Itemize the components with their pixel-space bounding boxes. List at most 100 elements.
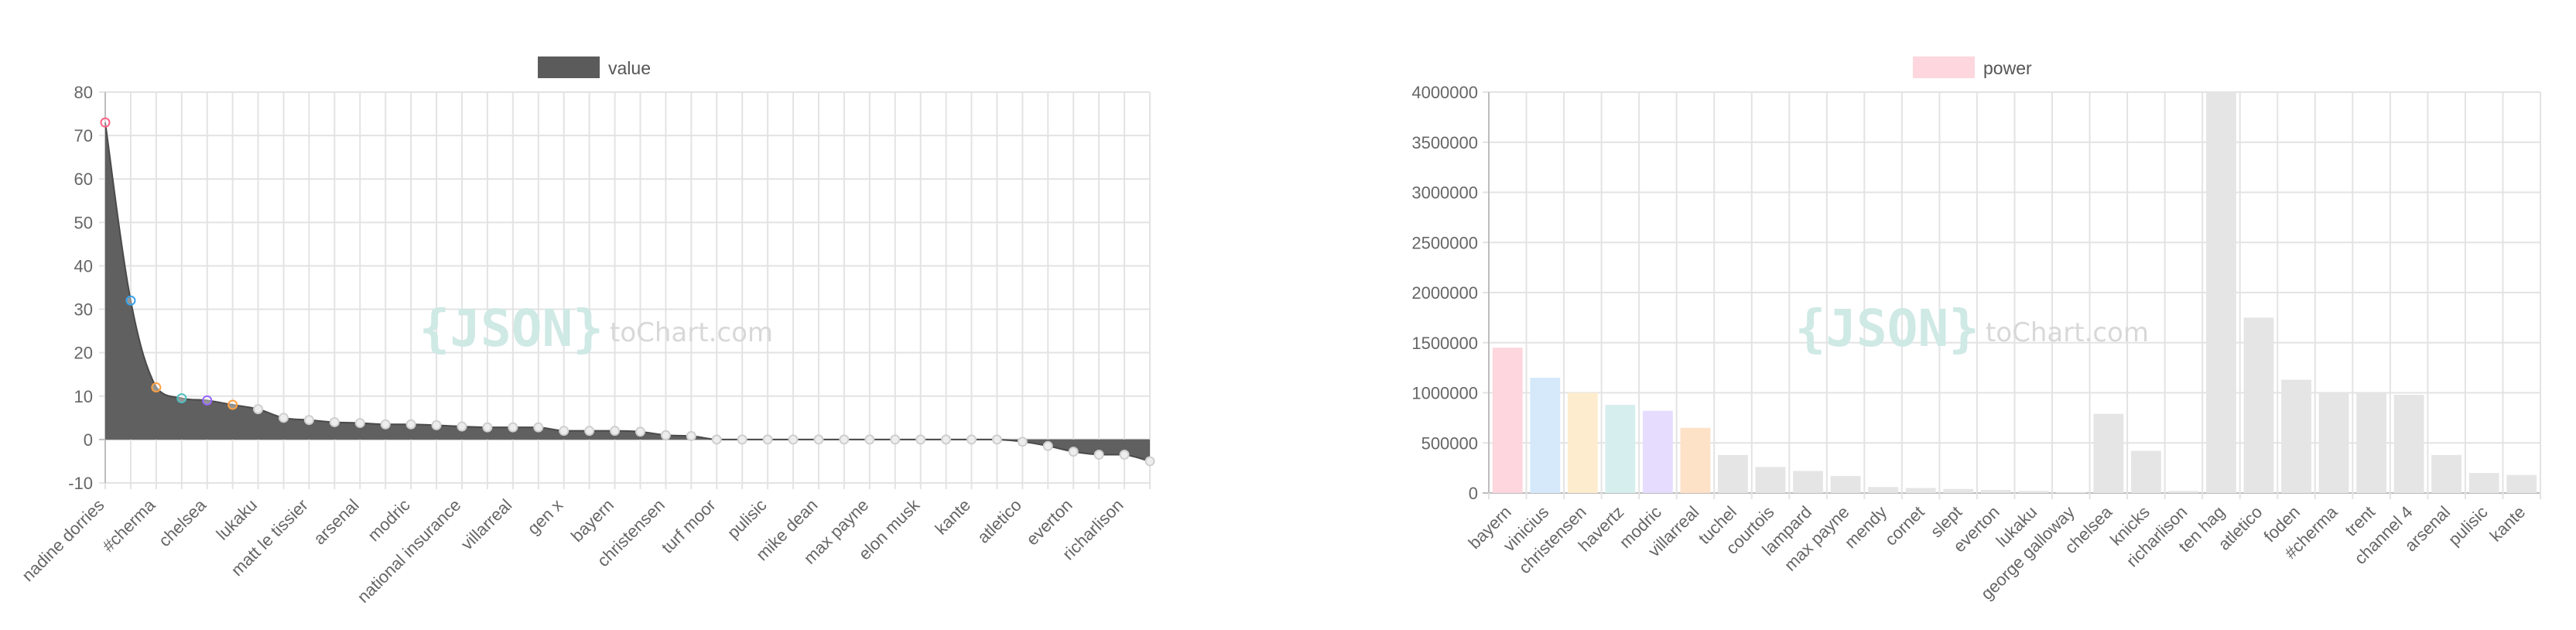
bar (2168, 491, 2199, 493)
x-tick-label: gen x (523, 495, 566, 539)
data-point (584, 426, 595, 437)
data-point (151, 382, 162, 393)
data-point (125, 295, 136, 306)
y-tick-label: 80 (74, 83, 93, 102)
y-tick-label: 30 (74, 300, 93, 320)
data-point (253, 404, 264, 415)
x-tick-label: pulisic (724, 495, 771, 543)
watermark-site: toChart.com (610, 317, 773, 348)
bar (1793, 471, 1823, 493)
data-point (890, 434, 901, 445)
data-point (1068, 447, 1079, 457)
watermark-json: {JSON} (419, 299, 604, 358)
data-point (508, 422, 518, 433)
bar (2506, 474, 2537, 493)
x-tick-label: bayern (567, 495, 617, 546)
x-tick-label: villarreal (457, 495, 516, 554)
legend-swatch (1913, 56, 1975, 78)
data-point (635, 426, 645, 437)
data-point (1093, 450, 1104, 461)
data-point (1119, 450, 1130, 461)
x-tick-label: turf moor (658, 495, 720, 557)
bar (2243, 317, 2274, 493)
data-point (100, 117, 111, 128)
legend-label: value (608, 58, 651, 78)
data-point (380, 419, 391, 430)
bar (2318, 392, 2349, 493)
x-tick-label: cornet (1881, 502, 1928, 550)
legend-label: power (1983, 58, 2032, 78)
x-tick-label: nadine dorries (18, 495, 108, 585)
legend-swatch (538, 56, 600, 78)
data-point (176, 393, 187, 404)
y-tick-label: 1500000 (1411, 334, 1478, 353)
data-point (915, 434, 926, 445)
line-chart: value -10 0 10 20 30 40 50 60 70 80 nadine dorries#… (18, 56, 1155, 607)
data-point (1017, 437, 1028, 447)
watermark-json: {JSON} (1795, 299, 1979, 358)
bar (1868, 487, 1899, 493)
y-tick-label: 20 (74, 344, 93, 363)
data-point (839, 434, 850, 445)
x-tick-label: arsenal (310, 495, 363, 549)
bar (1680, 427, 1711, 493)
y-tick-label: -10 (68, 474, 93, 493)
x-tick-label: atletico (973, 495, 1025, 547)
data-point (991, 434, 1002, 445)
y-tick-label: 1000000 (1411, 384, 1478, 403)
y-tick-label: 0 (84, 430, 93, 450)
bar (2130, 450, 2161, 493)
y-tick-label: 40 (74, 256, 93, 276)
x-tick-label: mendy (1841, 502, 1890, 552)
data-point (813, 434, 824, 445)
y-tick-label: 0 (1469, 484, 1478, 503)
data-point (762, 434, 773, 445)
data-point (559, 426, 570, 437)
bar (1718, 454, 1748, 493)
bar (2206, 92, 2236, 493)
data-point (278, 413, 289, 423)
y-tick-label: 50 (74, 213, 93, 232)
data-point (457, 421, 467, 432)
data-point (966, 434, 977, 445)
x-tick-label: lukaku (212, 495, 261, 544)
bar (2055, 491, 2086, 493)
y-tick-label: 3000000 (1411, 183, 1478, 203)
data-point (533, 422, 544, 433)
bar-chart: power 0 500000 1000000 1500000 2000000 2500000… (1411, 56, 2541, 604)
bar (2356, 392, 2387, 493)
bar (1492, 348, 1523, 493)
bar (2393, 395, 2424, 493)
series-area (105, 122, 1150, 461)
data-point (431, 419, 442, 430)
x-tick-label: kante (2486, 502, 2530, 546)
data-point (202, 395, 213, 406)
x-tick-label: modric (364, 495, 413, 545)
bar (1605, 405, 1636, 493)
data-point (354, 418, 365, 429)
data-point (303, 415, 314, 426)
bar (2018, 491, 2049, 493)
y-tick-label: 10 (74, 387, 93, 406)
bar (2281, 379, 2311, 493)
x-tick-label: #cherma (98, 495, 159, 556)
data-point (1144, 456, 1155, 467)
y-tick-label: 3500000 (1411, 133, 1478, 152)
data-point (405, 419, 416, 430)
bar (1530, 378, 1561, 493)
data-point (737, 434, 747, 445)
data-point (482, 422, 493, 433)
bar (1830, 475, 1861, 493)
data-point (864, 434, 875, 445)
y-tick-label: 60 (74, 169, 93, 189)
bar (1642, 410, 1673, 493)
bar (1943, 488, 1974, 493)
y-tick-label: 2000000 (1411, 283, 1478, 303)
data-point (788, 434, 799, 445)
data-point (660, 430, 671, 440)
data-point (686, 430, 696, 441)
data-point (711, 434, 722, 445)
bar (1980, 490, 2011, 493)
y-tick-label: 4000000 (1411, 83, 1478, 102)
